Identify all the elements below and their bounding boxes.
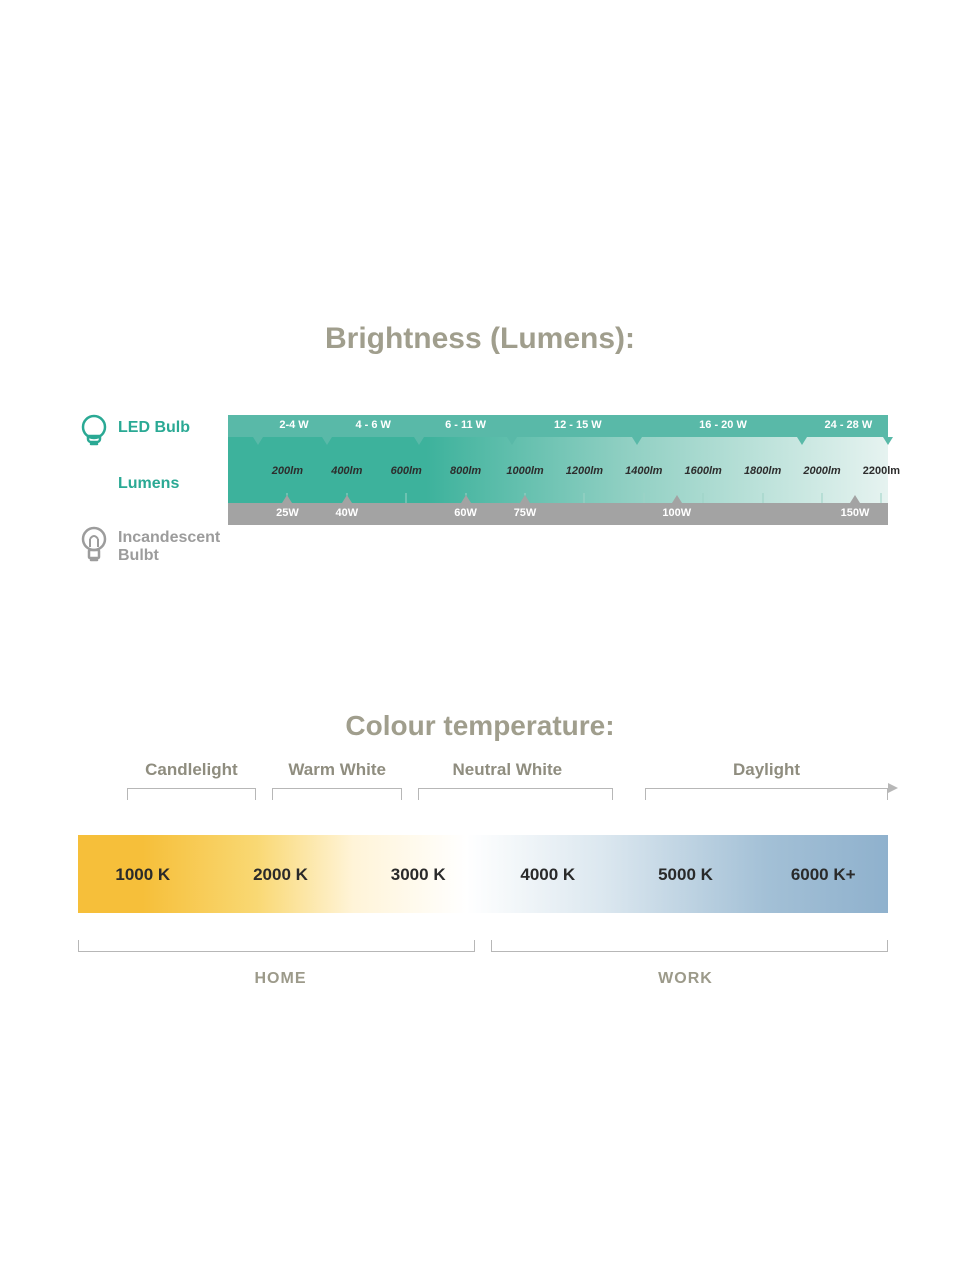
category-bracket bbox=[127, 788, 257, 800]
incandescent-watt: 75W bbox=[514, 507, 537, 519]
lumen-value: 400lm bbox=[331, 465, 362, 477]
led-tick bbox=[632, 437, 642, 445]
led-tick bbox=[322, 437, 332, 445]
incandescent-tick bbox=[461, 495, 471, 503]
led-tick bbox=[253, 437, 263, 445]
use-label: WORK bbox=[658, 970, 713, 988]
lumen-value: 1600lm bbox=[685, 465, 722, 477]
incandescent-band bbox=[228, 503, 888, 525]
lumen-tick bbox=[406, 493, 407, 503]
category-bracket bbox=[272, 788, 402, 800]
lumen-tick bbox=[703, 493, 704, 503]
lumen-band bbox=[228, 437, 888, 503]
brightness-scale: 2-4 W 4 - 6 W 6 - 11 W 12 - 15 W 16 - 20 W 24… bbox=[228, 415, 888, 525]
kelvin-value: 5000 K bbox=[658, 865, 713, 885]
lumen-value: 1400lm bbox=[625, 465, 662, 477]
lumen-value: 1200lm bbox=[566, 465, 603, 477]
kelvin-value: 3000 K bbox=[391, 865, 446, 885]
incandescent-watt: 100W bbox=[662, 507, 691, 519]
use-bracket bbox=[491, 940, 888, 952]
lumen-value: 600lm bbox=[391, 465, 422, 477]
incandescent-label: Incandescent Bulbt bbox=[118, 529, 220, 566]
incandescent-bulb-icon bbox=[78, 525, 110, 565]
brightness-title: Brightness (Lumens): bbox=[0, 322, 960, 356]
arrow-right-icon bbox=[888, 783, 898, 793]
incandescent-tick bbox=[520, 495, 530, 503]
kelvin-value: 4000 K bbox=[520, 865, 575, 885]
lumen-value: 1000lm bbox=[506, 465, 543, 477]
colour-category: Candlelight bbox=[145, 760, 238, 780]
lumen-tick bbox=[881, 493, 882, 503]
lumen-value: 800lm bbox=[450, 465, 481, 477]
lumen-value: 2000lm bbox=[803, 465, 840, 477]
lumen-value: 200lm bbox=[272, 465, 303, 477]
led-tick bbox=[797, 437, 807, 445]
colour-category: Neutral White bbox=[453, 760, 563, 780]
led-range: 4 - 6 W bbox=[355, 419, 390, 431]
led-range: 6 - 11 W bbox=[445, 419, 486, 431]
colour-title: Colour temperature: bbox=[0, 710, 960, 742]
temperature-band bbox=[78, 835, 888, 913]
lumen-tick bbox=[822, 493, 823, 503]
kelvin-value: 1000 K bbox=[115, 865, 170, 885]
incandescent-tick bbox=[850, 495, 860, 503]
lumen-tick bbox=[584, 493, 585, 503]
category-bracket bbox=[645, 788, 888, 800]
incandescent-watt: 40W bbox=[335, 507, 358, 519]
lumen-value: 1800lm bbox=[744, 465, 781, 477]
incandescent-tick bbox=[282, 495, 292, 503]
incandescent-tick bbox=[672, 495, 682, 503]
kelvin-value: 2000 K bbox=[253, 865, 308, 885]
incandescent-tick bbox=[342, 495, 352, 503]
lumen-value: 2200lm bbox=[863, 465, 900, 477]
incandescent-watt: 150W bbox=[841, 507, 870, 519]
colour-category: Daylight bbox=[733, 760, 800, 780]
use-label: HOME bbox=[255, 970, 307, 988]
category-bracket bbox=[418, 788, 612, 800]
led-range: 12 - 15 W bbox=[554, 419, 602, 431]
incandescent-watt: 60W bbox=[454, 507, 477, 519]
lumen-tick bbox=[643, 493, 644, 503]
led-range: 2-4 W bbox=[279, 419, 308, 431]
incandescent-watt: 25W bbox=[276, 507, 299, 519]
use-bracket bbox=[78, 940, 475, 952]
led-label: LED Bulb bbox=[118, 419, 190, 437]
led-range: 24 - 28 W bbox=[825, 419, 873, 431]
led-range: 16 - 20 W bbox=[699, 419, 747, 431]
colour-category: Warm White bbox=[288, 760, 386, 780]
led-tick bbox=[414, 437, 424, 445]
led-tick bbox=[883, 437, 893, 445]
lumen-tick bbox=[762, 493, 763, 503]
kelvin-value: 6000 K+ bbox=[791, 865, 856, 885]
led-tick bbox=[507, 437, 517, 445]
led-bulb-icon bbox=[78, 413, 110, 449]
lumens-label: Lumens bbox=[118, 475, 179, 493]
category-row: Candlelight Warm White Neutral White Daylig… bbox=[78, 760, 888, 800]
